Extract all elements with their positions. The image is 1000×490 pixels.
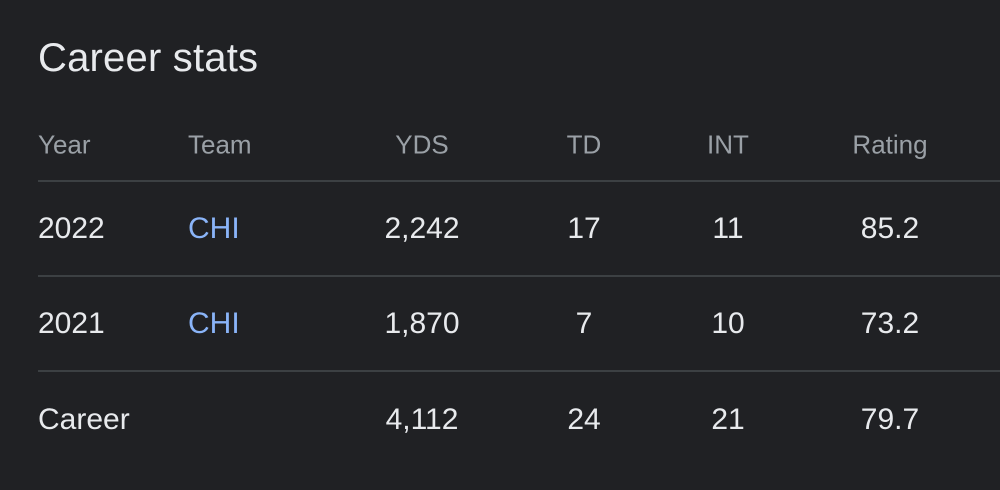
- column-header-year: Year: [38, 129, 91, 160]
- cell-year: Career: [38, 402, 130, 436]
- career-stats-table: Year Team YDS TD INT Rating 2022 CHI 2,2…: [38, 110, 1000, 467]
- table-row-career: Career 4,112 24 21 79.7: [38, 402, 920, 436]
- table-header-row: Year Team YDS TD INT Rating: [38, 110, 1000, 182]
- page-title: Career stats: [38, 36, 259, 80]
- team-link-chi[interactable]: CHI: [188, 306, 240, 340]
- cell-year: 2021: [38, 306, 105, 340]
- column-header-team: Team: [188, 129, 252, 160]
- cell-year: 2022: [38, 211, 105, 245]
- table-row-2022: 2022 CHI 2,242 17 11 85.2: [38, 182, 1000, 277]
- team-link-chi[interactable]: CHI: [188, 211, 240, 245]
- table-row-2021: 2021 CHI 1,870 7 10 73.2: [38, 277, 1000, 372]
